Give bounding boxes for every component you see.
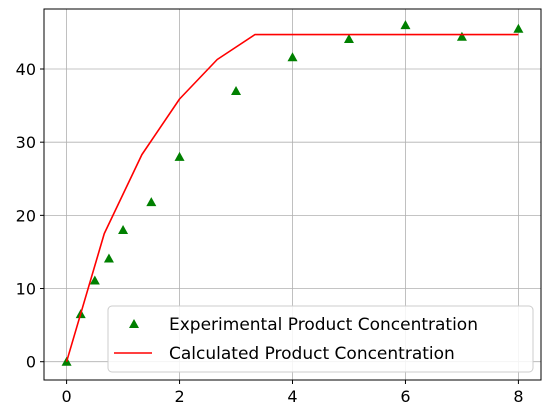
- y-tick-label: 0: [26, 353, 36, 372]
- legend-box: [107, 305, 534, 373]
- plot-area: [61, 20, 524, 366]
- data-point-experimental: [287, 52, 298, 62]
- data-point-experimental: [231, 85, 242, 95]
- data-point-experimental: [456, 31, 467, 41]
- y-tick-label: 40: [16, 60, 36, 79]
- data-point-experimental: [343, 34, 354, 44]
- x-tick-label: 0: [61, 387, 71, 406]
- x-tick-label: 4: [287, 387, 297, 406]
- data-point-experimental: [118, 224, 129, 234]
- legend-triangle-marker: [129, 319, 139, 328]
- y-tick-label: 10: [16, 280, 36, 299]
- series-line-calculated: [65, 33, 519, 362]
- legend-label: Experimental Product Concentration: [169, 315, 478, 335]
- x-tick-label: 8: [513, 387, 523, 406]
- y-tick-label: 20: [16, 206, 36, 225]
- data-point-experimental: [400, 20, 411, 30]
- axis-ticks: 0 2 4 6 8 0 10 20 30 40: [16, 60, 524, 406]
- legend-label: Calculated Product Concentration: [169, 344, 455, 364]
- data-point-experimental: [146, 197, 157, 207]
- legend: Experimental Product Concentration Calcul…: [107, 305, 534, 373]
- x-tick-label: 6: [400, 387, 410, 406]
- data-point-experimental: [174, 151, 185, 161]
- data-point-experimental: [103, 253, 114, 263]
- x-tick-label: 2: [174, 387, 184, 406]
- y-tick-label: 30: [16, 133, 36, 152]
- data-point-experimental: [89, 275, 100, 285]
- data-point-experimental: [513, 23, 524, 33]
